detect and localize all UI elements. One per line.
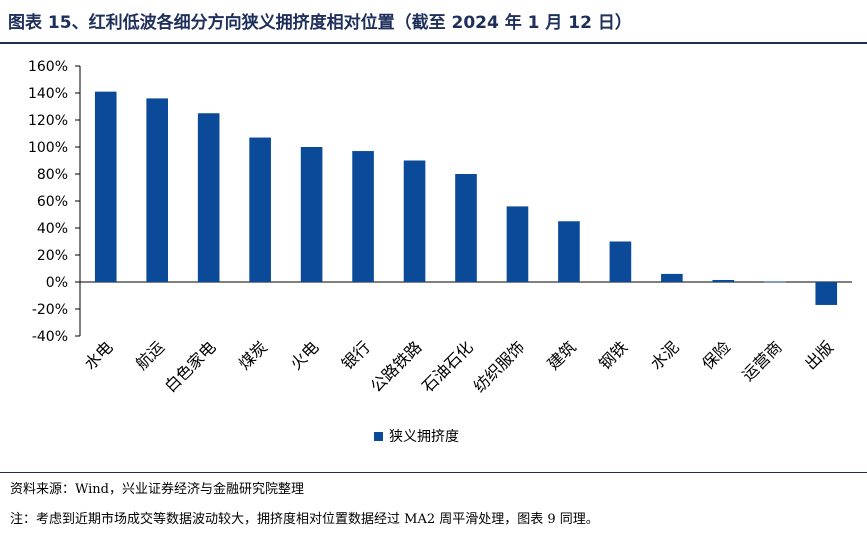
y-tick-label: -40% bbox=[32, 329, 68, 345]
bar-11 bbox=[609, 241, 632, 282]
y-tick-label: 100% bbox=[28, 140, 68, 156]
x-tick-label: 公路铁路 bbox=[367, 337, 426, 396]
source-note: 资料来源：Wind，兴业证券经济与金融研究院整理 bbox=[10, 482, 304, 497]
bar-chart: 160% 140% 120% 100% 80% 60% 40% 20% 0% -20% -40% 水… bbox=[28, 59, 852, 445]
y-tick-label: 120% bbox=[28, 113, 68, 129]
x-tick-label: 出版 bbox=[801, 337, 837, 373]
title-divider bbox=[0, 42, 867, 44]
bar-14 bbox=[763, 281, 786, 283]
bar-8 bbox=[455, 174, 477, 282]
y-tick-label: 80% bbox=[37, 167, 68, 183]
y-axis: 160% 140% 120% 100% 80% 60% 40% 20% 0% -20% -40% bbox=[28, 59, 852, 345]
x-tick-label: 白色家电 bbox=[161, 337, 220, 396]
methodology-note: 注：考虑到近期市场成交等数据波动较大，拥挤度相对位置数据经过 MA2 周平滑处理… bbox=[10, 512, 599, 527]
footer-divider bbox=[0, 472, 867, 473]
x-tick-label: 运营商 bbox=[738, 337, 785, 384]
bar-6 bbox=[352, 151, 374, 282]
bars-group bbox=[94, 91, 838, 305]
bar-4 bbox=[249, 137, 271, 282]
figure-title: 图表 15、红利低波各细分方向狭义拥挤度相对位置（截至 2024 年 1 月 1… bbox=[8, 13, 632, 33]
y-tick-label: 140% bbox=[28, 86, 68, 102]
y-tick-label: 160% bbox=[28, 59, 68, 75]
x-tick-label: 银行 bbox=[338, 337, 374, 373]
bar-15 bbox=[815, 282, 838, 305]
bar-1 bbox=[94, 91, 117, 283]
legend: 狭义拥挤度 bbox=[374, 429, 459, 445]
x-tick-label: 建筑 bbox=[544, 337, 580, 373]
bar-7 bbox=[403, 160, 426, 282]
bar-3 bbox=[197, 113, 220, 282]
x-tick-label: 水电 bbox=[80, 337, 116, 373]
chart-container: 160% 140% 120% 100% 80% 60% 40% 20% 0% -20% -40% 水… bbox=[0, 44, 867, 469]
x-tick-label: 石油石化 bbox=[418, 337, 477, 396]
x-tick-label: 钢铁 bbox=[595, 337, 631, 373]
x-tick-label: 纺织服饰 bbox=[470, 337, 529, 396]
bar-13 bbox=[712, 279, 735, 282]
x-tick-label: 煤炭 bbox=[235, 337, 271, 373]
bar-5 bbox=[300, 147, 323, 282]
y-tick-label: 40% bbox=[37, 221, 68, 237]
x-tick-label: 航运 bbox=[132, 337, 168, 373]
y-tick-label: 60% bbox=[37, 194, 68, 210]
bar-10 bbox=[558, 221, 580, 282]
x-tick-label: 水泥 bbox=[647, 337, 683, 373]
x-tick-label: 保险 bbox=[698, 337, 734, 373]
y-tick-label: 0% bbox=[46, 275, 68, 291]
legend-label: 狭义拥挤度 bbox=[389, 429, 459, 445]
bar-9 bbox=[506, 206, 529, 282]
x-tick-label: 火电 bbox=[286, 337, 322, 373]
y-tick-label: -20% bbox=[32, 302, 68, 318]
bar-2 bbox=[146, 98, 169, 283]
legend-swatch bbox=[374, 432, 383, 441]
y-tick-label: 20% bbox=[37, 248, 68, 264]
bar-12 bbox=[661, 273, 683, 282]
